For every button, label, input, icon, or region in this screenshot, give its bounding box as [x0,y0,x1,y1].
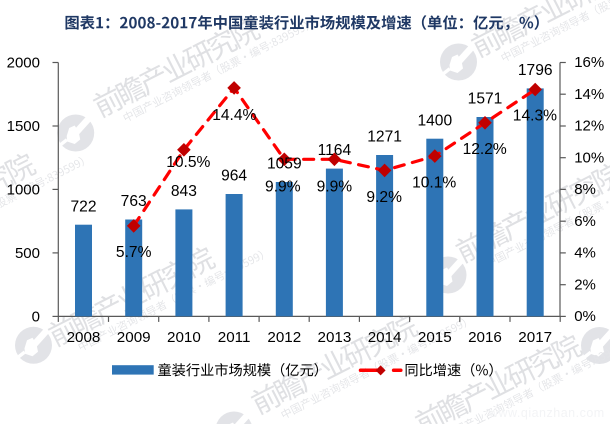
svg-text:2000: 2000 [7,55,40,72]
svg-text:1164: 1164 [318,142,352,159]
svg-text:1271: 1271 [367,129,402,146]
svg-text:16%: 16% [574,54,604,71]
svg-text:1571: 1571 [468,91,503,108]
svg-text:843: 843 [171,183,197,200]
svg-text:500: 500 [15,245,40,262]
svg-text:2012: 2012 [267,329,301,346]
svg-text:1059: 1059 [267,156,302,173]
svg-text:9.2%: 9.2% [366,189,402,206]
svg-text:5.7%: 5.7% [116,244,152,261]
svg-text:2013: 2013 [318,329,352,346]
svg-text:2%: 2% [574,276,596,293]
svg-text:www.qianzhan.com: www.qianzhan.com [488,406,605,420]
svg-text:2010: 2010 [167,329,201,346]
svg-text:2009: 2009 [117,329,151,346]
svg-text:10.5%: 10.5% [166,154,210,171]
svg-text:4%: 4% [574,245,596,262]
svg-text:14.4%: 14.4% [212,107,256,124]
svg-text:1500: 1500 [7,118,40,135]
svg-text:2016: 2016 [468,329,502,346]
svg-text:0%: 0% [574,308,596,325]
svg-text:10%: 10% [574,149,604,166]
svg-text:763: 763 [121,193,147,210]
svg-text:1400: 1400 [417,112,452,129]
svg-text:8%: 8% [574,181,596,198]
svg-text:2011: 2011 [218,329,251,346]
svg-text:14.3%: 14.3% [513,108,557,125]
svg-text:2015: 2015 [418,329,452,346]
svg-text:2017: 2017 [518,329,552,346]
svg-text:2014: 2014 [368,329,402,346]
svg-text:0: 0 [32,309,40,326]
svg-text:6%: 6% [574,213,596,230]
svg-text:12.2%: 12.2% [463,141,507,158]
svg-text:1796: 1796 [518,62,553,79]
svg-text:1000: 1000 [7,182,40,199]
svg-text:722: 722 [70,198,96,215]
svg-text:964: 964 [221,168,247,185]
svg-text:9.9%: 9.9% [265,179,301,196]
svg-text:10.1%: 10.1% [412,175,456,192]
svg-text:14%: 14% [574,86,604,103]
svg-text:2008: 2008 [67,329,101,346]
svg-text:12%: 12% [574,118,604,135]
svg-text:9.9%: 9.9% [317,179,353,196]
